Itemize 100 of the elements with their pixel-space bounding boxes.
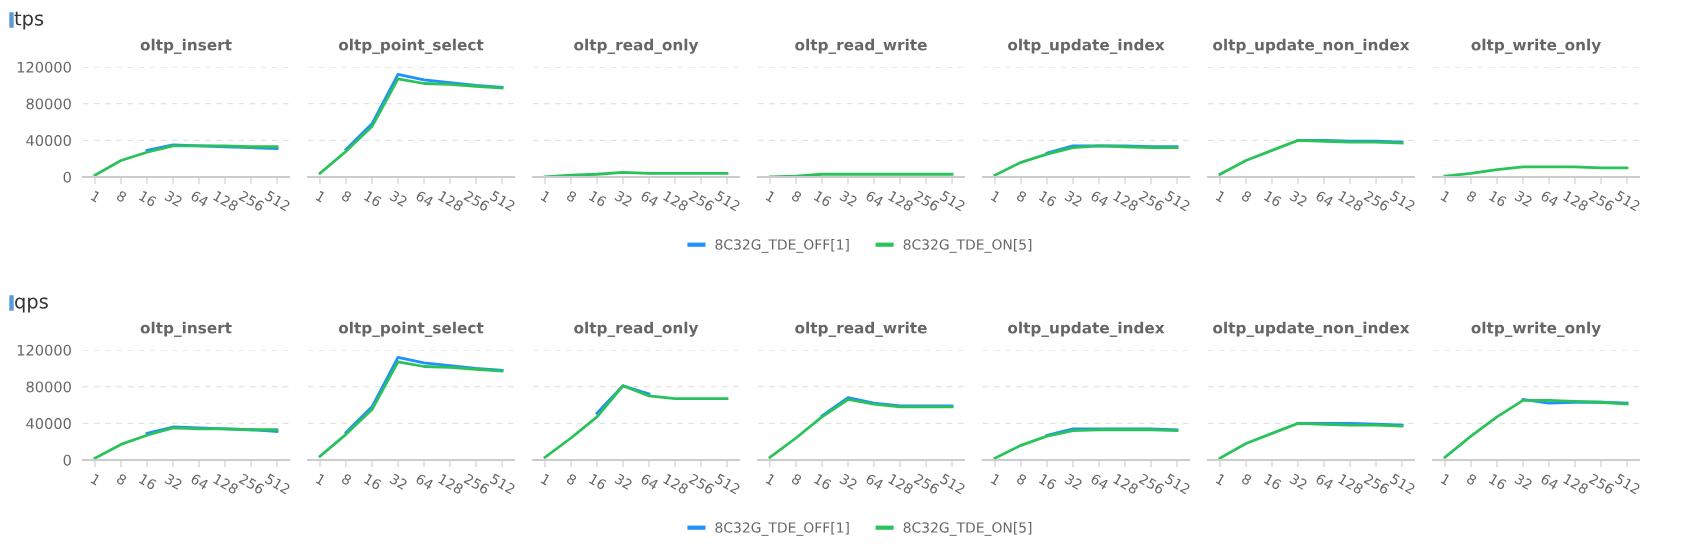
- x-tick-label: 1: [540, 473, 551, 486]
- x-tick-label: 512: [939, 473, 966, 495]
- x-tick-label: 32: [1064, 473, 1083, 490]
- x-tick-label: 16: [138, 190, 158, 208]
- x-tick-label: 128: [437, 473, 464, 495]
- x-tick-label: 1: [90, 190, 101, 203]
- x-tick-label: 512: [714, 190, 741, 212]
- x-tick-label: 8: [340, 473, 353, 486]
- x-tick-label: 8: [565, 473, 578, 486]
- x-tick-label: 16: [588, 473, 608, 491]
- x-tick-label: 16: [138, 473, 158, 491]
- x-tick-label: 512: [489, 473, 516, 495]
- x-tick-label: 128: [212, 190, 239, 212]
- x-tick-label: 256: [1138, 190, 1165, 212]
- legend-label: 8C32G_TDE_OFF[1]: [715, 522, 849, 536]
- x-tick-label: 1: [1440, 473, 1451, 486]
- x-tick-label: 256: [688, 190, 715, 212]
- x-tick-label: 64: [190, 473, 210, 491]
- x-tick-label: 16: [363, 473, 383, 491]
- x-tick-label: 1: [315, 190, 326, 203]
- x-tick-label: 64: [415, 473, 435, 491]
- x-tick-label: 256: [238, 190, 265, 212]
- x-tick-label: 32: [839, 190, 858, 207]
- x-tick-label: 128: [662, 190, 689, 212]
- x-tick-label: 64: [1315, 190, 1335, 208]
- x-tick-label: 64: [640, 473, 660, 491]
- x-tick-label: 128: [887, 473, 914, 495]
- x-tick-label: 1: [990, 473, 1001, 486]
- chart-title: oltp_read_write: [795, 321, 927, 337]
- x-tick-label: 512: [939, 190, 966, 212]
- chart-title: oltp_write_only: [1471, 321, 1601, 337]
- x-tick-label: 1: [1215, 473, 1226, 486]
- x-tick-label: 512: [1164, 190, 1191, 212]
- x-tick-label: 32: [1289, 190, 1308, 207]
- x-tick-label: 16: [363, 190, 383, 208]
- x-tick-label: 1: [1440, 190, 1451, 203]
- x-tick-label: 256: [913, 190, 940, 212]
- x-tick-label: 32: [164, 473, 183, 490]
- x-tick-label: 32: [1064, 190, 1083, 207]
- x-tick-label: 64: [1540, 473, 1560, 491]
- x-tick-label: 8: [340, 190, 353, 203]
- x-tick-label: 256: [688, 473, 715, 495]
- x-tick-label: 16: [588, 190, 608, 208]
- x-tick-label: 8: [565, 190, 578, 203]
- x-tick-label: 1: [315, 473, 326, 486]
- x-tick-label: 32: [614, 190, 633, 207]
- x-tick-label: 128: [212, 473, 239, 495]
- x-tick-label: 16: [1488, 190, 1508, 208]
- x-tick-label: 256: [1363, 190, 1390, 212]
- chart-title: oltp_insert: [140, 38, 232, 54]
- x-tick-label: 256: [1588, 190, 1615, 212]
- legend-label: 8C32G_TDE_ON[5]: [903, 522, 1032, 536]
- chart-title: oltp_update_non_index: [1213, 321, 1410, 337]
- y-tick-label: 120000: [17, 344, 71, 356]
- x-tick-label: 8: [1465, 190, 1478, 203]
- x-tick-label: 512: [714, 473, 741, 495]
- x-tick-label: 256: [913, 473, 940, 495]
- x-tick-label: 8: [790, 473, 803, 486]
- x-tick-label: 64: [415, 190, 435, 208]
- x-tick-label: 256: [463, 473, 490, 495]
- x-tick-label: 16: [813, 473, 833, 491]
- chart-title: oltp_update_index: [1008, 321, 1165, 337]
- x-tick-label: 256: [1588, 473, 1615, 495]
- x-tick-label: 128: [1562, 473, 1589, 495]
- x-tick-label: 32: [1289, 473, 1308, 490]
- x-tick-label: 512: [489, 190, 516, 212]
- x-tick-label: 256: [238, 473, 265, 495]
- x-tick-label: 64: [865, 473, 885, 491]
- x-tick-label: 1: [540, 190, 551, 203]
- x-tick-label: 128: [887, 190, 914, 212]
- x-tick-label: 64: [1090, 190, 1110, 208]
- x-tick-label: 64: [190, 190, 210, 208]
- chart-title: oltp_update_index: [1008, 38, 1165, 54]
- chart-title: oltp_insert: [140, 321, 232, 337]
- x-tick-label: 512: [264, 473, 291, 495]
- x-tick-label: 32: [389, 190, 408, 207]
- x-tick-label: 32: [389, 473, 408, 490]
- chart-title: oltp_point_select: [338, 38, 484, 54]
- x-tick-label: 8: [1465, 473, 1478, 486]
- legend-label: 8C32G_TDE_ON[5]: [903, 239, 1032, 253]
- legend-label: 8C32G_TDE_OFF[1]: [715, 239, 849, 253]
- x-tick-label: 16: [1038, 473, 1058, 491]
- x-tick-label: 512: [264, 190, 291, 212]
- chart-title: oltp_point_select: [338, 321, 484, 337]
- x-tick-label: 8: [1015, 473, 1028, 486]
- y-tick-label: 0: [63, 171, 71, 183]
- x-tick-label: 16: [1038, 190, 1058, 208]
- x-tick-label: 64: [865, 190, 885, 208]
- x-tick-label: 32: [1514, 473, 1533, 490]
- x-tick-label: 1: [765, 190, 776, 203]
- y-tick-label: 120000: [17, 61, 71, 73]
- chart-title: oltp_read_write: [795, 38, 927, 54]
- x-tick-label: 512: [1614, 473, 1641, 495]
- x-tick-label: 128: [1337, 190, 1364, 212]
- x-tick-label: 32: [614, 473, 633, 490]
- x-tick-label: 128: [437, 190, 464, 212]
- x-tick-label: 32: [1514, 190, 1533, 207]
- y-tick-label: 0: [63, 454, 71, 466]
- x-tick-label: 128: [1112, 190, 1139, 212]
- x-tick-label: 1: [90, 473, 101, 486]
